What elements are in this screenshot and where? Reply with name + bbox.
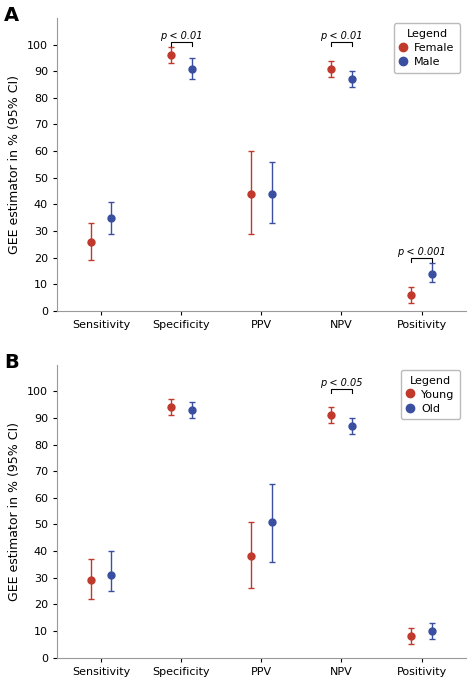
Text: p < 0.05: p < 0.05 xyxy=(320,377,363,388)
Text: B: B xyxy=(4,353,18,372)
Text: A: A xyxy=(4,6,19,25)
Y-axis label: GEE estimator in % (95% CI): GEE estimator in % (95% CI) xyxy=(9,75,21,254)
Text: p < 0.01: p < 0.01 xyxy=(320,31,363,41)
Y-axis label: GEE estimator in % (95% CI): GEE estimator in % (95% CI) xyxy=(9,421,21,601)
Text: p < 0.01: p < 0.01 xyxy=(160,31,202,41)
Legend: Young, Old: Young, Old xyxy=(401,370,460,419)
Legend: Female, Male: Female, Male xyxy=(394,23,460,73)
Text: p < 0.001: p < 0.001 xyxy=(397,247,446,257)
